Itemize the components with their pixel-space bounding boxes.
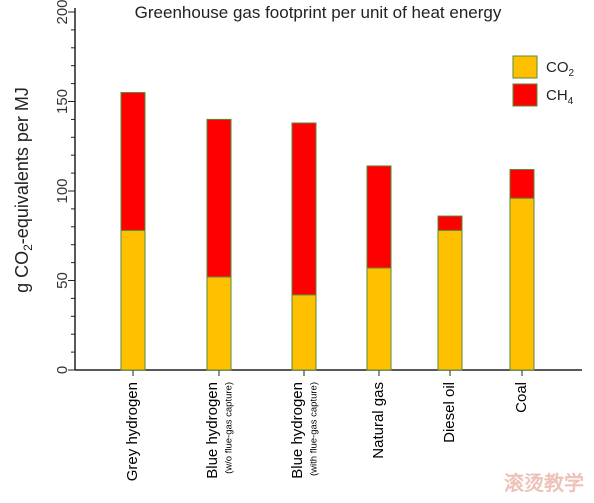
bar-segment-co2 [366, 267, 392, 371]
bar-segment-co2 [120, 229, 146, 371]
x-tick-label: Blue hydrogen [289, 382, 306, 479]
bar-segment-co2 [437, 229, 463, 371]
category-labels: Grey hydrogen Blue hydrogen (w/o flue-gas … [124, 382, 530, 481]
y-axis-label: g CO2-equivalents per MJ [12, 87, 35, 293]
chart-title: Greenhouse gas footprint per unit of hea… [135, 3, 502, 22]
bar-segment-co2 [509, 197, 535, 371]
legend-label: CO2 [546, 59, 575, 79]
legend-swatch [512, 83, 538, 107]
y-tick-label: 100 [54, 178, 71, 203]
bar-segment-ch4 [206, 118, 232, 278]
x-tick-label: Grey hydrogen [124, 382, 141, 481]
x-tick-label: Natural gas [370, 382, 387, 459]
bar-segment-ch4 [366, 165, 392, 269]
bar-segment-co2 [206, 276, 232, 371]
legend-label: CH4 [546, 87, 574, 107]
bar-segment-ch4 [291, 122, 317, 296]
axes: 0 50 100 150 200 [54, 0, 582, 376]
bar-segment-ch4 [509, 169, 535, 199]
watermark: 滚烫教学 [504, 471, 584, 495]
x-tick-sublabel: (with flue-gas capture) [309, 382, 320, 476]
x-tick-label: Blue hydrogen [204, 382, 221, 479]
bar-segment-ch4 [437, 215, 463, 231]
y-tick-label: 0 [54, 366, 71, 374]
y-tick-label: 150 [54, 89, 71, 114]
x-tick-label: Coal [513, 382, 530, 413]
x-tick-sublabel: (w/o flue-gas capture) [224, 382, 235, 474]
bars [120, 92, 535, 371]
x-tick-label: Diesel oil [441, 382, 458, 443]
bar-segment-ch4 [120, 92, 146, 231]
legend-swatch [512, 55, 538, 79]
y-tick-label: 50 [54, 272, 71, 289]
bar-segment-co2 [291, 294, 317, 371]
y-tick-label: 200 [54, 0, 71, 25]
